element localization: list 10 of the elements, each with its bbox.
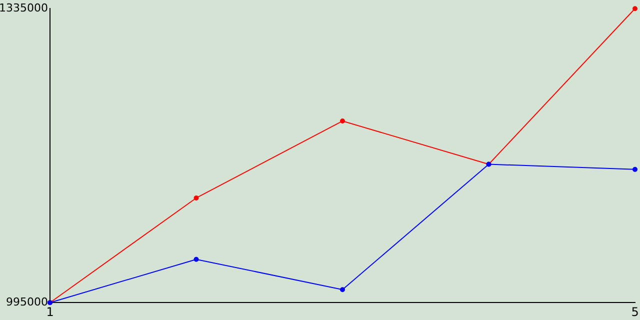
point (632, 6, 638, 12)
y-tick-label: 995000 (6, 295, 48, 308)
point (194, 256, 199, 262)
x-tick-label: 5 (631, 304, 639, 319)
point (632, 166, 638, 172)
y-tick-label: 1335000 (0, 1, 48, 14)
point (340, 287, 345, 292)
point (194, 195, 199, 200)
x-tick-label: 1 (46, 304, 54, 319)
point (340, 118, 345, 124)
